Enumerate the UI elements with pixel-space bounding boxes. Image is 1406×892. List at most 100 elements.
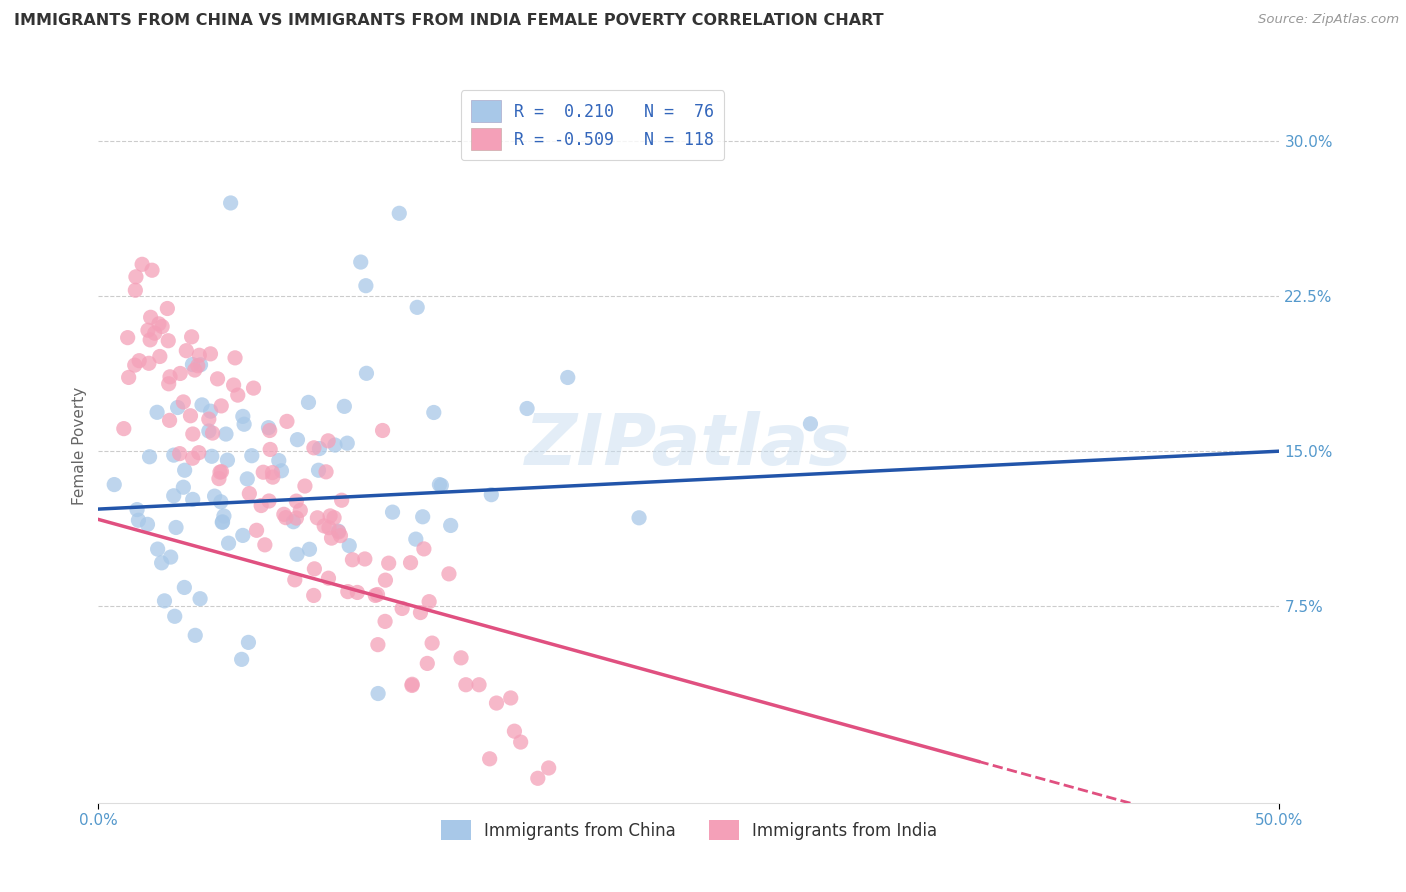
Point (198, 424, 221, 438)
Point (304, 562, 326, 576)
Point (323, 510, 346, 524)
Point (224, 351, 246, 365)
Point (118, 370, 141, 384)
Point (330, 493, 353, 508)
Point (232, 409, 254, 424)
Point (401, 677, 423, 691)
Point (125, 502, 148, 516)
Point (184, 628, 207, 642)
Point (238, 486, 260, 500)
Point (367, 686, 389, 700)
Point (374, 615, 396, 629)
Point (169, 447, 191, 461)
Point (276, 414, 298, 428)
Point (157, 376, 180, 391)
Point (156, 301, 179, 316)
Point (165, 520, 187, 534)
Point (163, 609, 186, 624)
Point (270, 464, 292, 478)
Point (204, 489, 226, 503)
Point (285, 511, 308, 525)
Point (138, 450, 160, 464)
Point (217, 453, 239, 467)
Point (323, 438, 346, 452)
Point (136, 517, 159, 532)
Point (319, 508, 342, 523)
Point (208, 465, 231, 479)
Point (478, 752, 501, 766)
Point (187, 359, 209, 373)
Point (350, 255, 373, 269)
Point (294, 479, 316, 493)
Point (342, 553, 364, 567)
Point (207, 372, 229, 386)
Point (208, 472, 231, 486)
Point (314, 519, 336, 533)
Point (307, 510, 329, 524)
Text: Source: ZipAtlas.com: Source: ZipAtlas.com (1258, 13, 1399, 27)
Point (181, 358, 204, 372)
Point (198, 412, 221, 426)
Point (150, 556, 173, 570)
Point (238, 635, 260, 649)
Point (560, 844, 582, 858)
Point (125, 269, 148, 284)
Point (188, 348, 211, 362)
Point (259, 424, 281, 438)
Point (333, 400, 356, 414)
Point (191, 398, 214, 412)
Point (181, 492, 204, 507)
Point (245, 524, 267, 538)
Point (257, 420, 280, 434)
Point (318, 571, 340, 585)
Point (188, 591, 211, 606)
Point (537, 761, 560, 775)
Point (242, 381, 264, 395)
Point (416, 657, 439, 671)
Point (273, 508, 295, 522)
Point (267, 453, 290, 467)
Point (232, 528, 254, 542)
Point (315, 465, 337, 479)
Point (187, 446, 209, 460)
Point (284, 573, 307, 587)
Point (257, 494, 280, 508)
Point (287, 433, 309, 447)
Point (218, 536, 240, 550)
Point (437, 566, 460, 581)
Point (149, 350, 172, 364)
Point (117, 331, 139, 345)
Point (354, 278, 377, 293)
Point (159, 369, 181, 384)
Point (219, 196, 242, 211)
Point (336, 436, 359, 450)
Point (364, 589, 387, 603)
Point (405, 532, 427, 546)
Point (321, 531, 343, 545)
Point (503, 724, 526, 739)
Point (318, 521, 340, 535)
Point (524, 819, 547, 833)
Point (212, 508, 235, 523)
Point (302, 589, 325, 603)
Point (298, 542, 321, 557)
Point (233, 417, 256, 432)
Point (468, 678, 491, 692)
Point (128, 353, 150, 368)
Point (252, 465, 274, 479)
Point (527, 772, 550, 786)
Point (159, 413, 181, 427)
Point (139, 310, 162, 325)
Point (209, 399, 232, 413)
Point (146, 405, 169, 419)
Point (127, 513, 149, 527)
Point (173, 581, 195, 595)
Point (253, 538, 276, 552)
Point (356, 367, 378, 381)
Point (201, 425, 224, 440)
Point (200, 404, 222, 418)
Point (412, 541, 434, 556)
Point (172, 395, 194, 409)
Point (141, 263, 163, 277)
Point (209, 495, 232, 509)
